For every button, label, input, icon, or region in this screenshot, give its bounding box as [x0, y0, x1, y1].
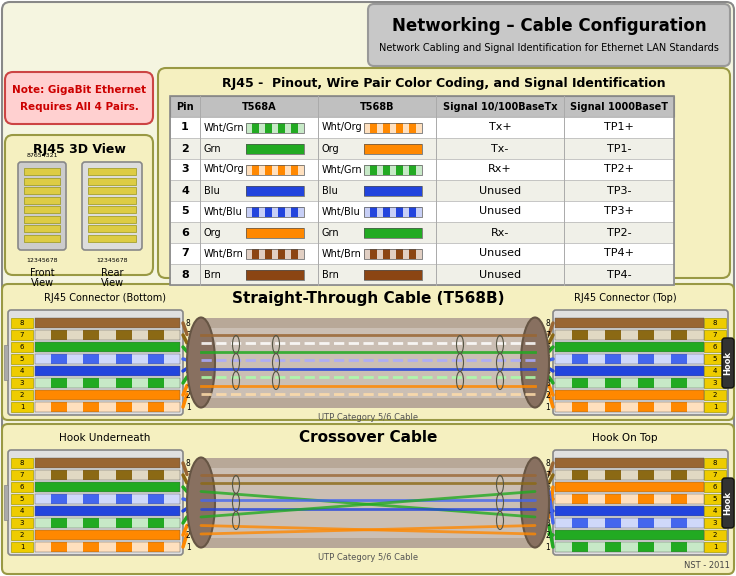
Text: 7: 7 — [186, 471, 191, 479]
FancyBboxPatch shape — [553, 450, 728, 555]
Text: Wht/Org: Wht/Org — [322, 123, 363, 132]
Bar — [297, 123, 304, 132]
Bar — [654, 354, 671, 364]
Bar — [704, 458, 726, 468]
Bar — [555, 542, 704, 552]
Bar — [555, 518, 704, 528]
Bar — [164, 470, 180, 480]
Bar — [555, 330, 704, 340]
Bar — [11, 458, 33, 468]
Text: TP3-: TP3- — [606, 185, 631, 195]
Bar — [259, 123, 266, 132]
Bar — [555, 378, 572, 388]
Bar — [67, 330, 83, 340]
Bar — [555, 342, 704, 352]
Bar — [555, 482, 704, 492]
Bar — [246, 248, 304, 259]
Bar — [35, 330, 180, 340]
Ellipse shape — [521, 317, 549, 407]
Text: 4: 4 — [545, 366, 550, 376]
Bar — [555, 378, 704, 388]
FancyBboxPatch shape — [722, 478, 734, 528]
Text: Requires All 4 Pairs.: Requires All 4 Pairs. — [20, 102, 138, 112]
Bar — [555, 470, 572, 480]
Text: 4: 4 — [712, 368, 717, 374]
Bar — [132, 518, 148, 528]
Bar — [555, 354, 704, 364]
Text: 7: 7 — [712, 332, 718, 338]
Text: 8: 8 — [186, 319, 191, 328]
Text: 1: 1 — [545, 543, 550, 551]
Text: 7: 7 — [712, 472, 718, 478]
Bar — [555, 342, 704, 352]
Bar — [555, 366, 704, 376]
Text: Brn: Brn — [322, 270, 339, 279]
Bar — [4, 345, 8, 380]
Bar — [555, 530, 704, 540]
Bar — [246, 165, 252, 175]
Bar — [11, 354, 33, 364]
Bar — [621, 470, 638, 480]
Bar — [99, 542, 116, 552]
Text: 1: 1 — [181, 123, 189, 132]
Text: TP3+: TP3+ — [604, 207, 634, 217]
Bar — [35, 506, 180, 516]
Bar — [687, 494, 704, 504]
Bar — [403, 207, 409, 217]
Text: RJ45 Connector (Top): RJ45 Connector (Top) — [573, 293, 676, 303]
Bar — [35, 494, 180, 504]
Bar — [24, 225, 60, 232]
Bar — [364, 165, 422, 175]
Bar — [35, 470, 180, 480]
Bar — [555, 330, 704, 340]
Bar — [35, 390, 180, 400]
FancyBboxPatch shape — [368, 4, 730, 66]
Text: Wht/Brn: Wht/Brn — [322, 248, 362, 259]
Bar — [364, 143, 422, 153]
Text: Network Cabling and Signal Identification for Ethernet LAN Standards: Network Cabling and Signal Identificatio… — [379, 43, 719, 53]
Bar — [88, 187, 136, 194]
Bar — [170, 96, 674, 117]
Text: Wht/Org: Wht/Org — [204, 165, 244, 175]
Bar — [272, 123, 278, 132]
Bar — [88, 168, 136, 175]
Bar — [67, 378, 83, 388]
Bar — [588, 402, 605, 412]
Text: View: View — [30, 278, 54, 288]
Text: 4: 4 — [20, 368, 24, 374]
Bar — [654, 518, 671, 528]
Text: T568B: T568B — [360, 101, 394, 112]
Bar — [246, 165, 304, 175]
Bar — [246, 143, 304, 153]
Text: 5: 5 — [545, 495, 550, 503]
FancyBboxPatch shape — [8, 450, 183, 555]
Bar — [588, 518, 605, 528]
Bar — [364, 207, 370, 217]
Bar — [67, 494, 83, 504]
Bar — [364, 228, 422, 237]
Text: UTP Category 5/6 Cable: UTP Category 5/6 Cable — [318, 412, 418, 422]
Bar — [11, 390, 33, 400]
FancyBboxPatch shape — [722, 338, 734, 388]
Bar — [555, 518, 704, 528]
Text: 3: 3 — [545, 378, 550, 388]
Bar — [704, 330, 726, 340]
Text: RJ45 -  Pinout, Wire Pair Color Coding, and Signal Identification: RJ45 - Pinout, Wire Pair Color Coding, a… — [222, 77, 666, 89]
Text: 2: 2 — [712, 532, 717, 538]
Text: Tx+: Tx+ — [489, 123, 512, 132]
Bar — [704, 402, 726, 412]
Bar — [704, 506, 726, 516]
Bar — [246, 207, 304, 217]
Text: 2: 2 — [712, 392, 717, 398]
Text: 8: 8 — [20, 460, 24, 466]
Bar — [555, 318, 704, 328]
FancyBboxPatch shape — [18, 162, 66, 250]
Bar — [11, 530, 33, 540]
Text: Rx+: Rx+ — [488, 165, 512, 175]
Text: 7: 7 — [181, 248, 189, 259]
Text: Pin: Pin — [176, 101, 194, 112]
Bar — [621, 494, 638, 504]
Bar — [24, 168, 60, 175]
Bar — [35, 494, 51, 504]
